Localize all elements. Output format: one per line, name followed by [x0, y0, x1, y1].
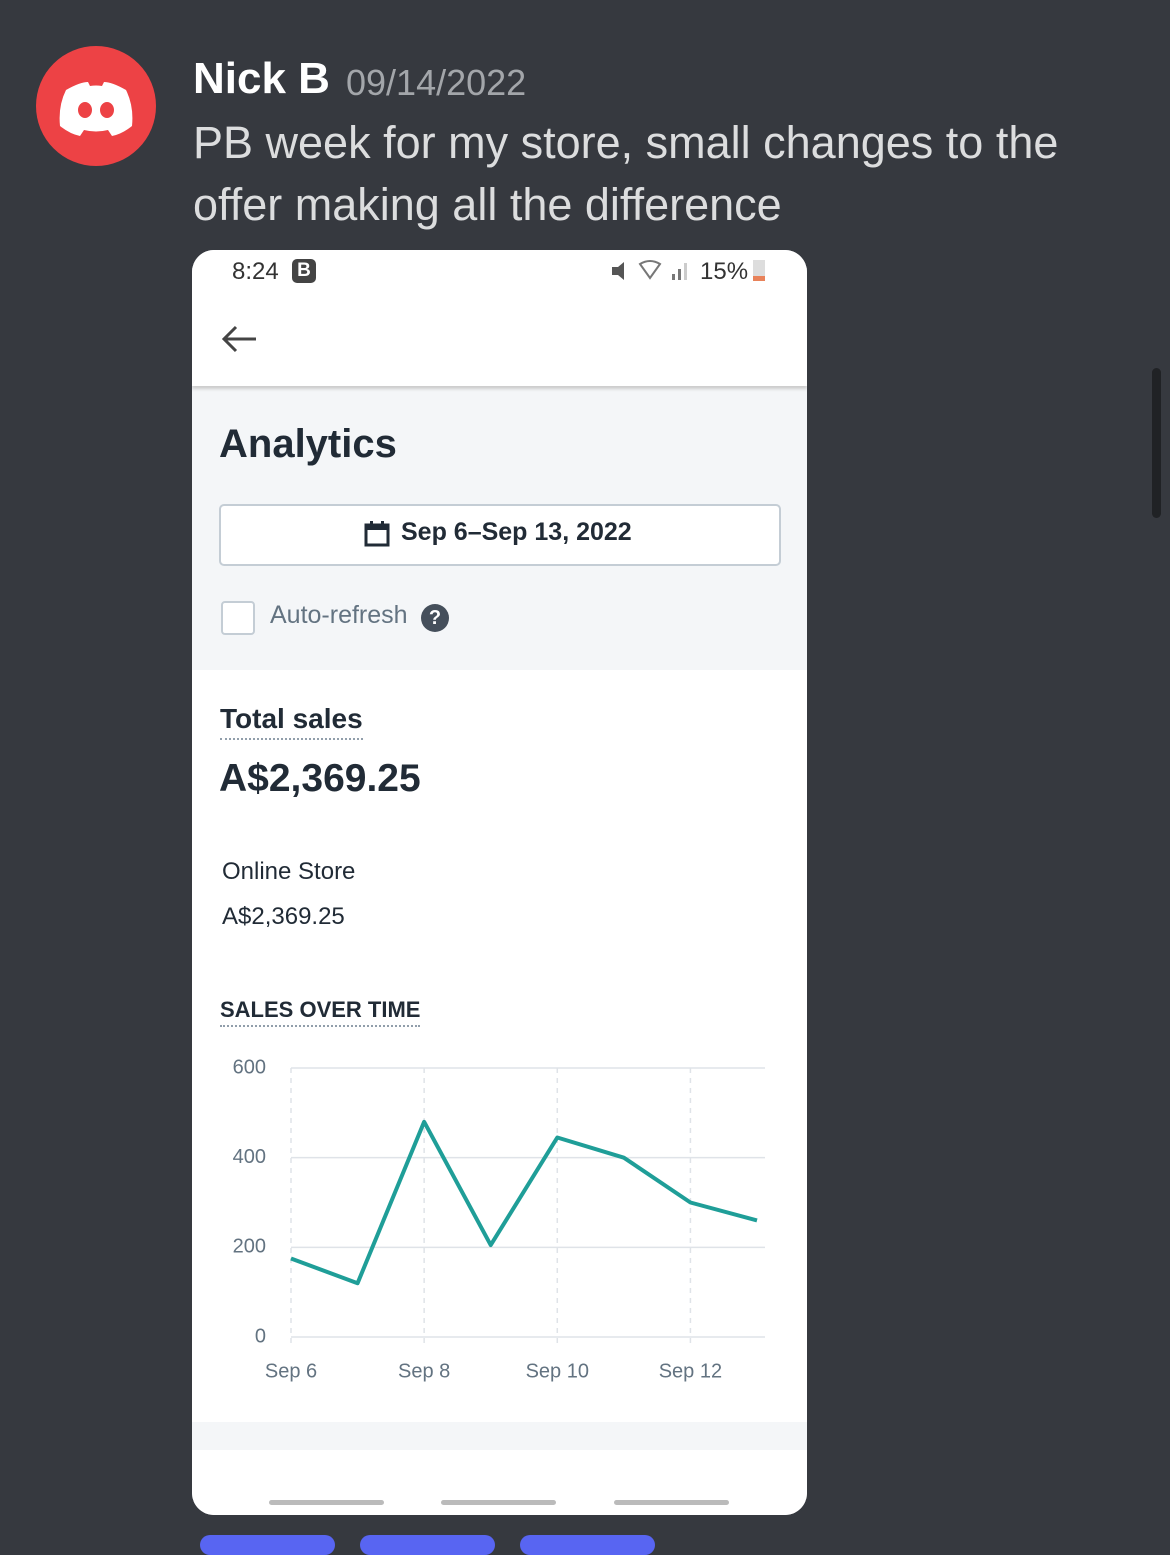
screenshot: 8:24 B 15% Analytics Sep 6–Sep 13, 2022 …: [192, 250, 807, 1515]
y-tick-label: 0: [255, 1325, 266, 1347]
nav-bar: [614, 1500, 729, 1505]
sales-line: [290, 1119, 758, 1286]
x-tick-label: Sep 10: [526, 1360, 589, 1382]
battery-icon: [753, 260, 765, 281]
next-card: [192, 1450, 807, 1515]
date-range: Sep 6–Sep 13, 2022: [401, 518, 632, 546]
avatar[interactable]: [36, 46, 156, 166]
y-tick-label: 600: [233, 1056, 266, 1078]
chart: 0 200 400 600 Sep 6 Sep 8 Sep 10 Sep 12: [233, 1056, 765, 1382]
status-badge: B: [292, 259, 316, 283]
calendar-icon: [364, 521, 390, 547]
x-tick-label: Sep 12: [659, 1360, 722, 1382]
x-tick-label: Sep 8: [398, 1360, 450, 1382]
status-icons: [612, 260, 687, 280]
reaction[interactable]: [200, 1535, 335, 1555]
message-text: PB week for my store, small changes to t…: [193, 117, 1059, 230]
author[interactable]: Nick B: [193, 54, 330, 103]
auto-refresh-label: Auto-refresh: [270, 601, 408, 629]
reaction[interactable]: [360, 1535, 495, 1555]
chart-title: SALES OVER TIME: [220, 997, 421, 1027]
scrollbar[interactable]: [1152, 368, 1161, 518]
nav-bar: [441, 1500, 556, 1505]
reaction[interactable]: [520, 1535, 655, 1555]
x-tick-label: Sep 6: [265, 1360, 317, 1382]
date-picker[interactable]: [219, 504, 781, 566]
page-title: Analytics: [219, 422, 397, 466]
help-icon[interactable]: ?: [421, 604, 449, 632]
battery-level: 15%: [700, 258, 749, 285]
status-time: 8:24: [232, 258, 279, 285]
timestamp: 09/14/2022: [346, 62, 527, 103]
total-sales: A$2,369.25: [219, 757, 421, 800]
channel-name: Online Store: [222, 858, 356, 885]
channel-sales: A$2,369.25: [222, 903, 345, 930]
y-tick-label: 400: [233, 1146, 266, 1168]
avatar-logo: [59, 82, 133, 136]
checkbox[interactable]: [221, 601, 255, 635]
total-sales-label: Total sales: [220, 703, 363, 740]
sales-card: [192, 670, 807, 1422]
back-button[interactable]: [220, 322, 260, 356]
nav-bar: [269, 1500, 384, 1505]
y-tick-label: 200: [233, 1236, 266, 1258]
